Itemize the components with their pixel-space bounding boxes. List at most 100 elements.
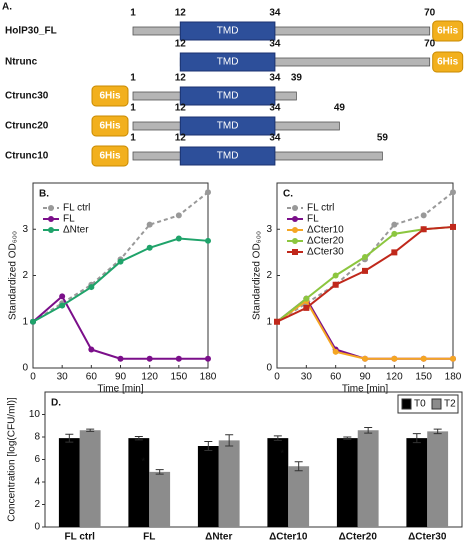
position-label: 34 — [269, 103, 281, 114]
legend-label: T0 — [414, 399, 426, 410]
x-tick-label: FL ctrl — [65, 532, 96, 543]
tag-box — [91, 85, 129, 107]
bar — [288, 466, 310, 527]
point — [303, 295, 310, 302]
legend-label: ΔNter — [63, 225, 89, 236]
position-label: 12 — [175, 39, 187, 50]
x-tick-label: 180 — [200, 372, 217, 383]
y-tick-label: 3 — [266, 224, 272, 235]
position-label: 39 — [291, 73, 303, 84]
legend-marker — [48, 205, 54, 211]
y-axis-label: Concentration [log(CFU/ml)] — [7, 397, 18, 522]
point — [362, 267, 368, 274]
legend-marker — [48, 227, 54, 233]
x-tick-label: ΔCter20 — [339, 532, 378, 543]
error-bar — [134, 435, 143, 441]
bar — [197, 446, 219, 527]
position-label: 70 — [424, 8, 436, 19]
panel-label: C. — [283, 189, 293, 200]
y-tick-label: 0 — [34, 522, 40, 533]
y-axis-label: Standardized OD₆₀₀ — [8, 231, 19, 320]
tag-label: 6His — [437, 57, 459, 68]
error-bar — [343, 436, 352, 440]
position-label: 1 — [130, 103, 136, 114]
point — [175, 235, 182, 242]
x-tick-label: 60 — [330, 372, 342, 383]
position-label: 34 — [269, 133, 281, 144]
bar — [79, 430, 101, 527]
tag-box — [432, 51, 464, 73]
legend-frame — [397, 394, 459, 414]
panel-label: A. — [2, 2, 12, 13]
x-tick-label: 60 — [86, 372, 98, 383]
point — [450, 189, 456, 196]
y-axis-label: Standardized OD₆₀₀ — [252, 231, 263, 320]
legend-label: T2 — [444, 399, 456, 410]
panel-label: B. — [39, 189, 49, 200]
legend-swatch — [431, 398, 442, 410]
bar — [336, 438, 358, 527]
tag-box — [91, 115, 129, 137]
x-axis-label: Time [min] — [97, 384, 144, 395]
point — [391, 355, 398, 362]
x-tick-label: 120 — [386, 372, 403, 383]
point — [362, 355, 368, 362]
legend-marker — [48, 216, 54, 222]
y-tick-label: 2 — [266, 270, 272, 281]
position-label: 34 — [269, 8, 281, 19]
annotation: * — [280, 448, 284, 459]
tmd-label: TMD — [217, 151, 239, 162]
legend-label: ΔCter10 — [307, 225, 344, 236]
point — [450, 355, 456, 362]
error-bar — [412, 433, 421, 444]
legend-label: FL ctrl — [63, 203, 90, 214]
point — [30, 318, 36, 325]
point — [146, 221, 153, 228]
legend-label: ΔCter20 — [307, 236, 344, 247]
x-tick-label: 120 — [141, 372, 158, 383]
y-tick-label: 2 — [22, 270, 28, 281]
legend-label: ΔCter30 — [307, 247, 344, 258]
point — [88, 346, 95, 353]
position-label: 34 — [269, 39, 281, 50]
point — [146, 355, 153, 362]
bar — [218, 440, 240, 527]
legend-swatch — [401, 398, 412, 410]
construct-name: Ntrunc — [5, 57, 38, 68]
error-bar — [65, 433, 74, 443]
legend-marker — [292, 238, 298, 244]
legend-label: FL — [307, 214, 319, 225]
point — [175, 355, 182, 362]
point — [420, 212, 427, 219]
point — [362, 254, 368, 260]
position-label: 12 — [175, 103, 187, 114]
x-tick-label: 0 — [30, 372, 36, 383]
plot-frame — [32, 182, 209, 369]
tag-label: 6His — [99, 151, 121, 162]
tmd-label: TMD — [217, 57, 239, 68]
point — [175, 212, 182, 219]
x-tick-label: ΔNter — [205, 532, 232, 543]
point — [146, 244, 153, 251]
tmd-label: TMD — [217, 91, 239, 102]
point — [420, 226, 427, 233]
position-label: 34 — [269, 73, 281, 84]
x-tick-label: 30 — [57, 372, 69, 383]
error-bar — [204, 441, 213, 451]
legend-label: FL — [63, 214, 75, 225]
y-tick-label: 0 — [266, 363, 272, 374]
position-label: 1 — [130, 73, 136, 84]
point — [450, 223, 456, 230]
panel-label: D. — [51, 398, 61, 409]
tmd-box — [179, 21, 276, 41]
error-bar — [433, 428, 442, 435]
y-tick-label: 1 — [22, 316, 28, 327]
x-tick-label: ΔCter10 — [269, 532, 308, 543]
x-tick-label: 150 — [170, 372, 187, 383]
tag-box — [91, 145, 129, 167]
bar — [149, 471, 171, 527]
tmd-label: TMD — [217, 26, 239, 37]
bar — [427, 431, 449, 527]
legend-marker — [292, 216, 298, 222]
point — [117, 258, 124, 265]
